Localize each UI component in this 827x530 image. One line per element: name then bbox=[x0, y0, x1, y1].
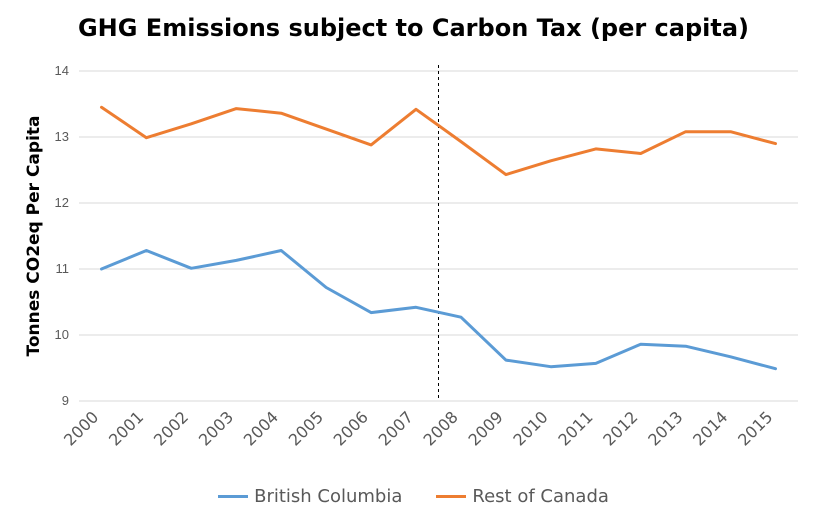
y-tick-label: 11 bbox=[56, 261, 70, 276]
x-tick-label: 2012 bbox=[599, 407, 641, 449]
legend-item: Rest of Canada bbox=[436, 486, 609, 507]
x-tick-label: 2013 bbox=[644, 407, 686, 449]
x-tick-label: 2004 bbox=[240, 407, 282, 449]
x-tick-label: 2002 bbox=[150, 407, 192, 449]
x-tick-label: 2010 bbox=[509, 407, 551, 449]
x-tick-label: 2006 bbox=[330, 407, 372, 449]
x-tick-label: 2007 bbox=[375, 407, 417, 449]
x-tick-label: 2014 bbox=[689, 407, 731, 449]
x-tick-label: 2005 bbox=[285, 407, 327, 449]
y-tick-label: 14 bbox=[55, 63, 69, 78]
legend-item: British Columbia bbox=[218, 486, 402, 507]
x-tick-label: 2003 bbox=[195, 407, 237, 449]
legend-swatch bbox=[436, 495, 467, 498]
legend: British Columbia Rest of Canada bbox=[0, 486, 827, 507]
x-tick-label: 2001 bbox=[105, 407, 147, 449]
x-tick-label: 2008 bbox=[420, 407, 462, 449]
y-tick-label: 10 bbox=[55, 327, 69, 342]
chart-title: GHG Emissions subject to Carbon Tax (per… bbox=[77, 14, 750, 42]
x-tick-label: 2015 bbox=[734, 407, 776, 449]
y-tick-labels: 9 10 11 12 13 14 bbox=[55, 63, 69, 408]
series-line-0 bbox=[100, 249, 777, 371]
series-lines bbox=[100, 105, 777, 371]
series-line-1 bbox=[100, 105, 777, 177]
x-tick-labels: 2000 2001 2002 2003 2004 2005 2006 2007 2008 2009… bbox=[60, 407, 776, 449]
legend-label: Rest of Canada bbox=[472, 486, 609, 507]
y-tick-label: 13 bbox=[55, 129, 69, 144]
legend-label: British Columbia bbox=[254, 486, 403, 507]
x-tick-label: 2011 bbox=[554, 407, 596, 449]
x-tick-label: 2009 bbox=[465, 407, 507, 449]
y-tick-label: 12 bbox=[55, 195, 69, 210]
x-tick-label: 2000 bbox=[60, 407, 102, 449]
legend-swatch bbox=[218, 495, 249, 498]
y-tick-label: 9 bbox=[62, 393, 69, 408]
